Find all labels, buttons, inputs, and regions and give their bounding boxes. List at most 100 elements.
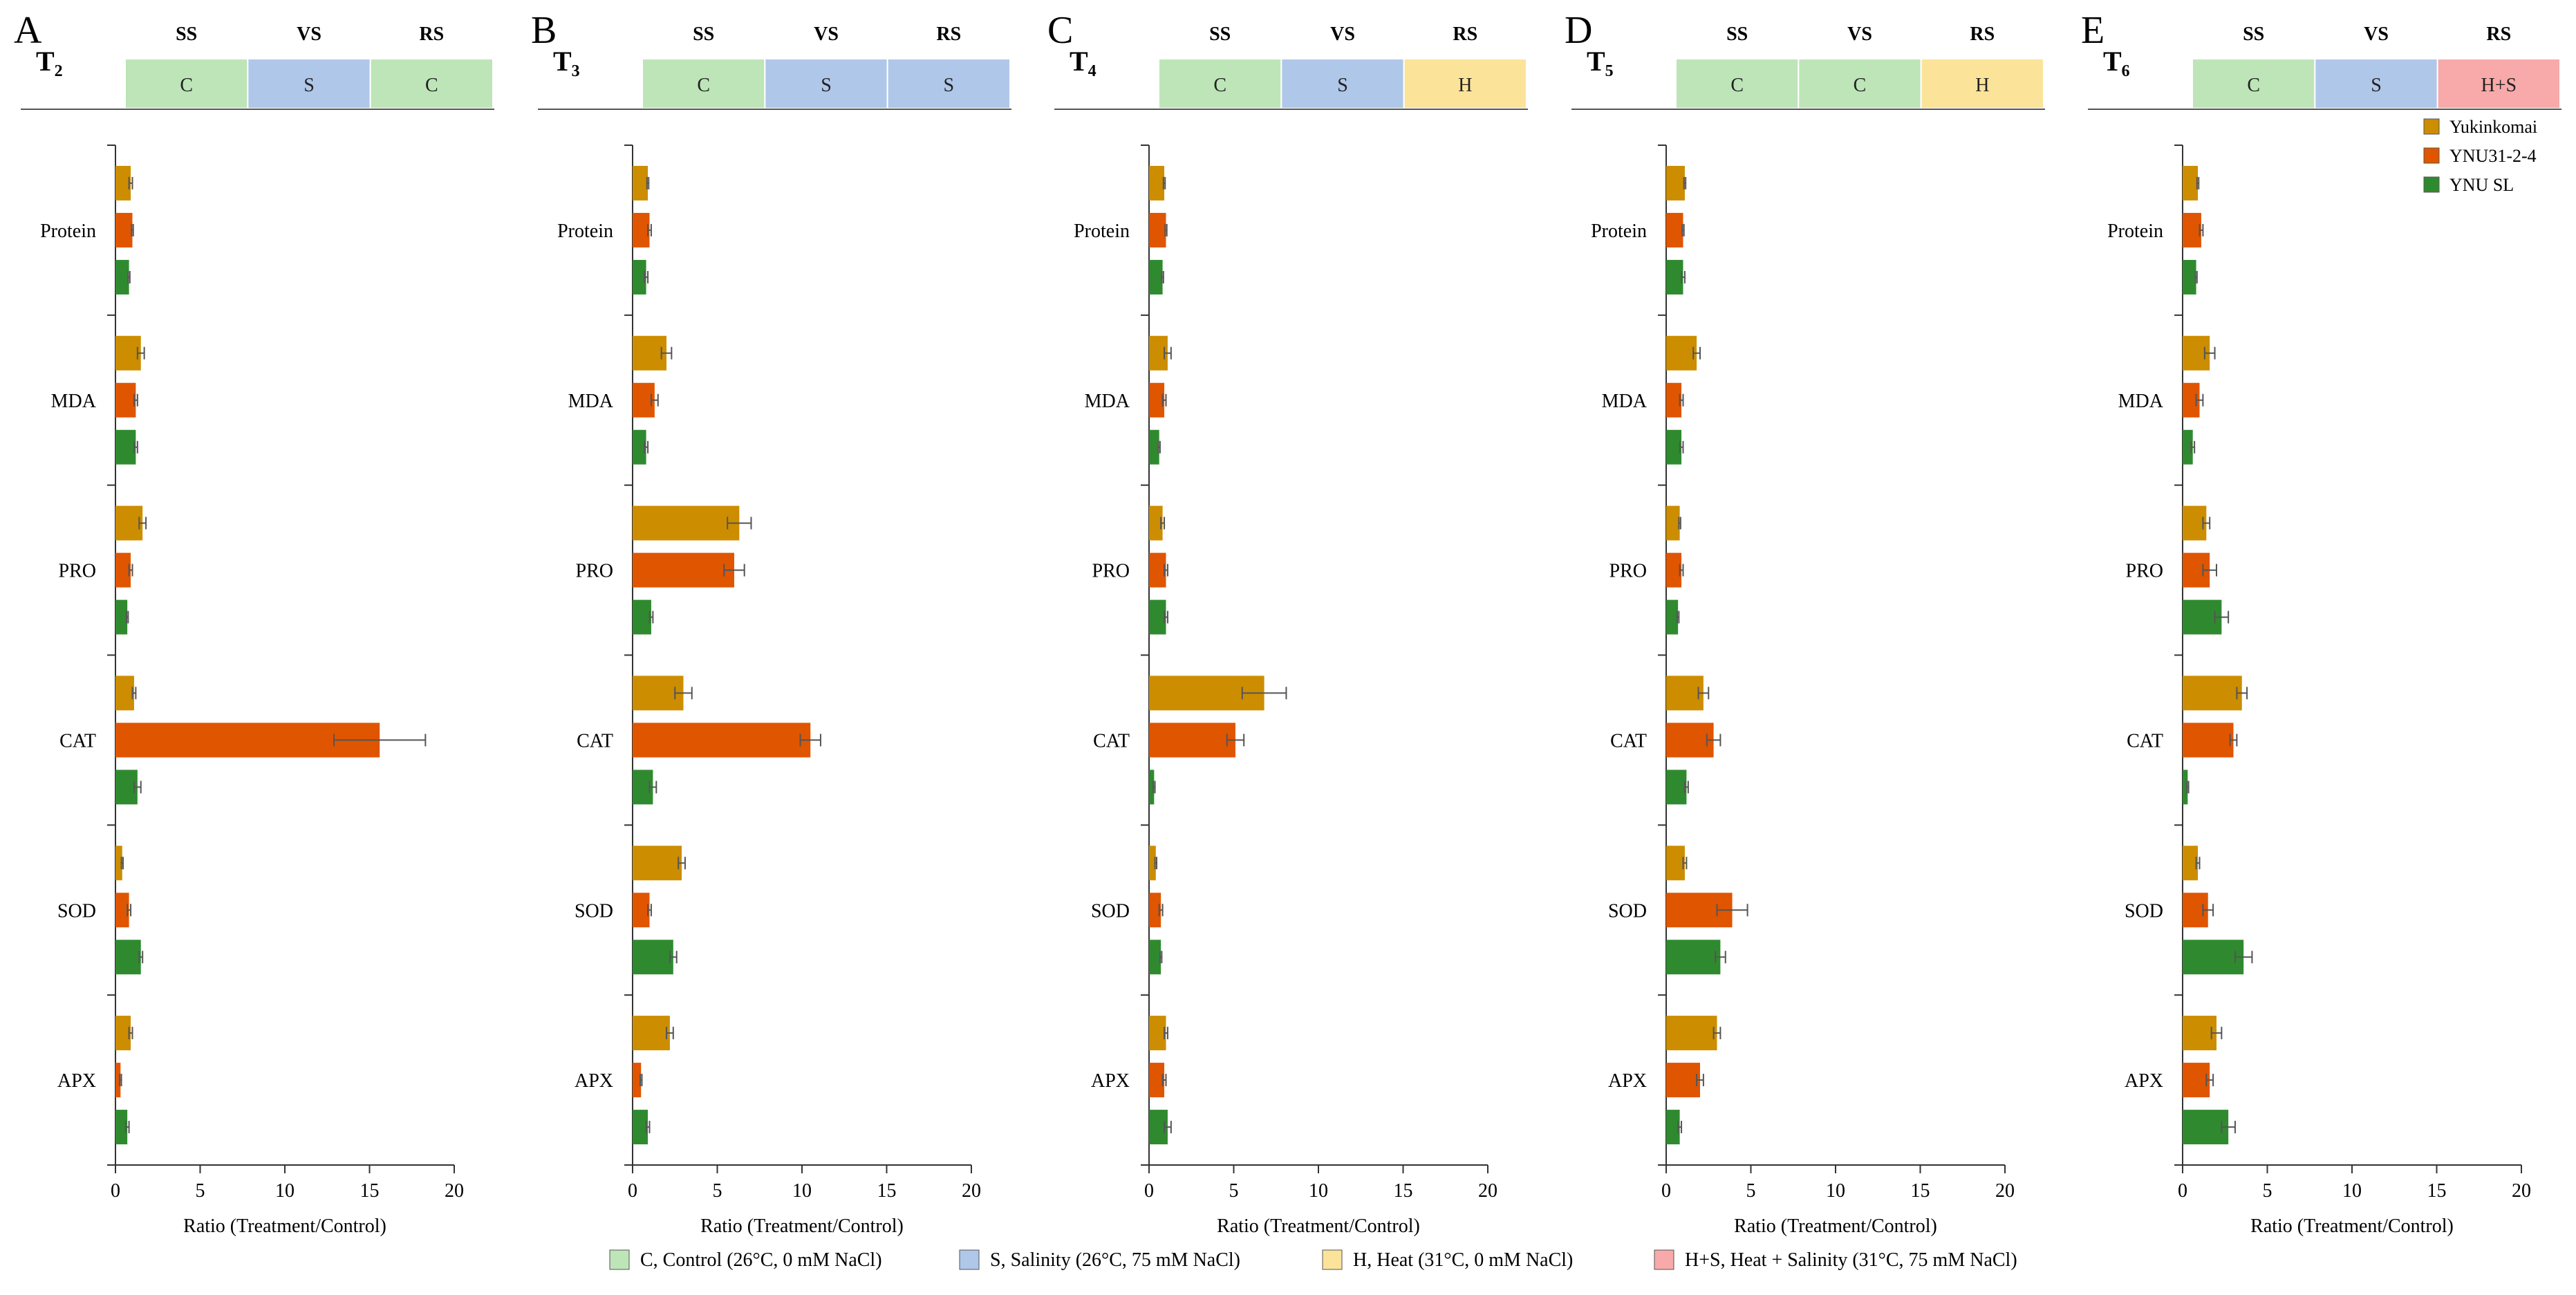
x-tick-label: 0 [628, 1180, 637, 1202]
panel-A: AT₂ C S C SS VS RS 0 5 10 15 20 Ratio (Treatment/Con… [14, 9, 494, 1237]
bar-ynu31-2-4 [633, 893, 650, 928]
condition-box [2314, 58, 2438, 109]
bar-ynu-sl [2183, 770, 2188, 805]
legend-label: YNU31-2-4 [2449, 146, 2537, 166]
category-label: MDA [2118, 391, 2164, 412]
stage-label: RS [419, 24, 444, 45]
x-tick-label: 5 [196, 1180, 205, 1202]
bar-ynu31-2-4 [1666, 552, 1682, 588]
category-label: PRO [576, 561, 613, 582]
bar-yukinkomai [633, 505, 740, 541]
bar-ynu-sl [1149, 599, 1166, 635]
category-label: MDA [1085, 391, 1130, 412]
condition-swatch [1654, 1249, 1674, 1270]
x-axis-label: Ratio (Treatment/Control) [1734, 1215, 1937, 1237]
bar-ynu-sl [633, 940, 673, 975]
bar-ynu31-2-4 [633, 723, 811, 758]
stage-label: VS [297, 24, 321, 45]
x-axis-label: Ratio (Treatment/Control) [183, 1215, 386, 1237]
bar-yukinkomai [2183, 676, 2242, 711]
bar-ynu31-2-4 [115, 893, 129, 928]
condition-label: S [304, 75, 315, 96]
category-label: SOD [1608, 900, 1647, 922]
x-tick-label: 0 [1661, 1180, 1671, 1202]
category-label: CAT [1093, 730, 1130, 752]
bar-ynu-sl [115, 940, 141, 975]
x-tick-label: 0 [2178, 1180, 2187, 1202]
x-tick-label: 20 [445, 1180, 464, 1202]
bar-yukinkomai [1666, 505, 1680, 541]
bar-ynu-sl [1149, 259, 1163, 295]
bar-ynu-sl [2183, 429, 2193, 465]
category-label: CAT [577, 730, 613, 752]
bar-yukinkomai [633, 1016, 670, 1051]
condition-label: S [944, 75, 955, 96]
bar-ynu31-2-4 [1149, 723, 1235, 758]
x-axis-label: Ratio (Treatment/Control) [700, 1215, 904, 1237]
category-label: MDA [1602, 391, 1648, 412]
x-tick-label: 5 [1746, 1180, 1756, 1202]
bar-ynu31-2-4 [1666, 212, 1683, 248]
stage-label: SS [693, 24, 714, 45]
condition-label: H [1458, 75, 1472, 96]
category-label: SOD [2125, 900, 2163, 922]
x-tick-label: 15 [360, 1180, 380, 1202]
category-label: SOD [1091, 900, 1130, 922]
bar-ynu31-2-4 [633, 212, 650, 248]
panel-letter: B [531, 9, 557, 52]
category-label: Protein [40, 221, 96, 242]
x-tick-label: 10 [792, 1180, 812, 1202]
bar-ynu-sl [633, 259, 646, 295]
stage-label: RS [1453, 24, 1477, 45]
bar-ynu-sl [1666, 429, 1682, 465]
category-label: Protein [557, 221, 613, 242]
category-label: SOD [575, 900, 613, 922]
condition-box [1798, 58, 1922, 109]
bar-yukinkomai [1666, 846, 1685, 881]
bar-ynu31-2-4 [2183, 723, 2234, 758]
bar-ynu-sl [633, 1110, 648, 1145]
condition-box [764, 58, 888, 109]
bar-ynu-sl [1666, 770, 1687, 805]
condition-label: S [821, 75, 832, 96]
condition-swatch [609, 1249, 630, 1270]
condition-label: C [425, 75, 438, 96]
x-tick-label: 10 [1309, 1180, 1328, 1202]
bar-ynu-sl [1149, 770, 1155, 805]
legend-swatch [2423, 147, 2440, 164]
bar-ynu31-2-4 [633, 1063, 642, 1098]
stage-label: SS [1209, 24, 1231, 45]
condition-label: C [180, 75, 193, 96]
condition-legend: C, Control (26°C, 0 mM NaCl) S, Salinity … [609, 1249, 2017, 1271]
category-label: PRO [59, 561, 96, 582]
category-label: Protein [1074, 221, 1130, 242]
category-label: Protein [2107, 221, 2163, 242]
bar-yukinkomai [1666, 335, 1697, 371]
x-tick-label: 15 [1394, 1180, 1413, 1202]
panel-title: T₆ [2103, 46, 2130, 77]
bar-ynu31-2-4 [1149, 1063, 1165, 1098]
condition-legend-label: S, Salinity (26°C, 75 mM NaCl) [990, 1249, 1240, 1271]
x-tick-label: 0 [111, 1180, 120, 1202]
condition-box [124, 58, 249, 109]
condition-box [247, 58, 371, 109]
condition-legend-label: H+S, Heat + Salinity (31°C, 75 mM NaCl) [1685, 1249, 2017, 1271]
condition-box [369, 58, 494, 109]
bar-yukinkomai [115, 505, 143, 541]
bar-ynu-sl [2183, 1110, 2229, 1145]
bar-yukinkomai [633, 846, 682, 881]
x-tick-label: 20 [2512, 1180, 2531, 1202]
stage-label: VS [814, 24, 839, 45]
category-label: PRO [2126, 561, 2163, 582]
condition-legend-label: H, Heat (31°C, 0 mM NaCl) [1353, 1249, 1573, 1271]
panel-E: ET₆ C S H+S SS VS RS 0 5 10 15 20 Ratio (Treatment/C… [2081, 9, 2561, 1237]
x-tick-label: 20 [962, 1180, 981, 1202]
bar-yukinkomai [1149, 505, 1163, 541]
stage-label: VS [1330, 24, 1355, 45]
bar-ynu-sl [1666, 1110, 1680, 1145]
condition-box [642, 58, 766, 109]
x-tick-label: 0 [1144, 1180, 1154, 1202]
bar-yukinkomai [2183, 846, 2199, 881]
